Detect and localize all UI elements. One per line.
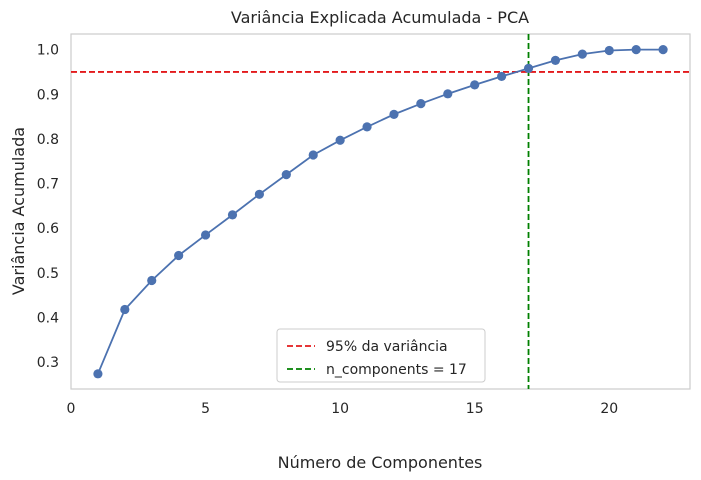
legend: 95% da variância n_components = 17 <box>276 328 486 383</box>
series-layer <box>93 45 668 379</box>
data-point <box>147 275 157 286</box>
data-point <box>416 99 426 109</box>
data-point <box>577 49 587 59</box>
data-point <box>604 45 614 56</box>
y-tick-labels: 0.3 0.4 0.5 0.6 0.7 0.8 0.9 1.0 <box>37 43 59 372</box>
y-tick-label: 1.0 <box>37 43 59 59</box>
data-point <box>362 122 372 132</box>
y-axis-label: Variância Acumulada <box>9 127 28 295</box>
y-tick-label: 0.4 <box>37 311 59 327</box>
data-point <box>281 170 291 180</box>
y-tick-label: 0.8 <box>37 132 59 148</box>
y-tick-label: 0.9 <box>37 87 59 103</box>
data-point <box>631 45 641 55</box>
y-tick-label: 0.3 <box>37 355 59 371</box>
data-point <box>523 63 534 73</box>
reference-lines <box>71 34 690 389</box>
data-point <box>254 189 264 199</box>
data-point <box>120 304 130 315</box>
data-point <box>308 150 318 160</box>
x-tick-labels: 0 5 10 15 20 <box>67 401 619 417</box>
x-tick-label: 10 <box>331 401 349 417</box>
data-point <box>658 45 668 55</box>
data-point <box>389 109 399 119</box>
data-point <box>227 210 238 220</box>
data-point <box>497 71 507 82</box>
x-axis-label: Número de Componentes <box>278 453 483 472</box>
cumulative-variance-line <box>97 48 664 375</box>
legend-box <box>276 328 486 383</box>
x-tick-label: 20 <box>600 401 618 417</box>
data-point <box>200 230 211 240</box>
x-tick-label: 0 <box>67 401 76 417</box>
legend-label-ncomponents: n_components = 17 <box>326 362 467 378</box>
data-point <box>174 250 184 261</box>
x-tick-label: 5 <box>201 401 210 417</box>
data-point <box>470 80 480 90</box>
data-point <box>550 55 561 65</box>
legend-label-95: 95% da variância <box>326 339 448 355</box>
x-tick-label: 15 <box>466 401 484 417</box>
chart-title: Variância Explicada Acumulada - PCA <box>231 8 529 27</box>
data-point <box>93 369 103 379</box>
data-point <box>443 89 453 99</box>
y-tick-label: 0.7 <box>37 177 59 193</box>
y-tick-label: 0.6 <box>37 221 59 237</box>
data-point <box>335 135 345 145</box>
y-tick-label: 0.5 <box>37 266 59 282</box>
